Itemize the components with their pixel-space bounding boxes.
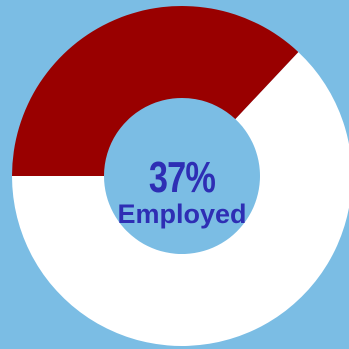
center-percentage: 37%	[148, 153, 216, 202]
center-label: 37% Employed	[117, 156, 246, 228]
center-caption: Employed	[117, 199, 247, 229]
donut-slice-0	[12, 5, 299, 177]
donut-slice-1	[12, 52, 349, 346]
